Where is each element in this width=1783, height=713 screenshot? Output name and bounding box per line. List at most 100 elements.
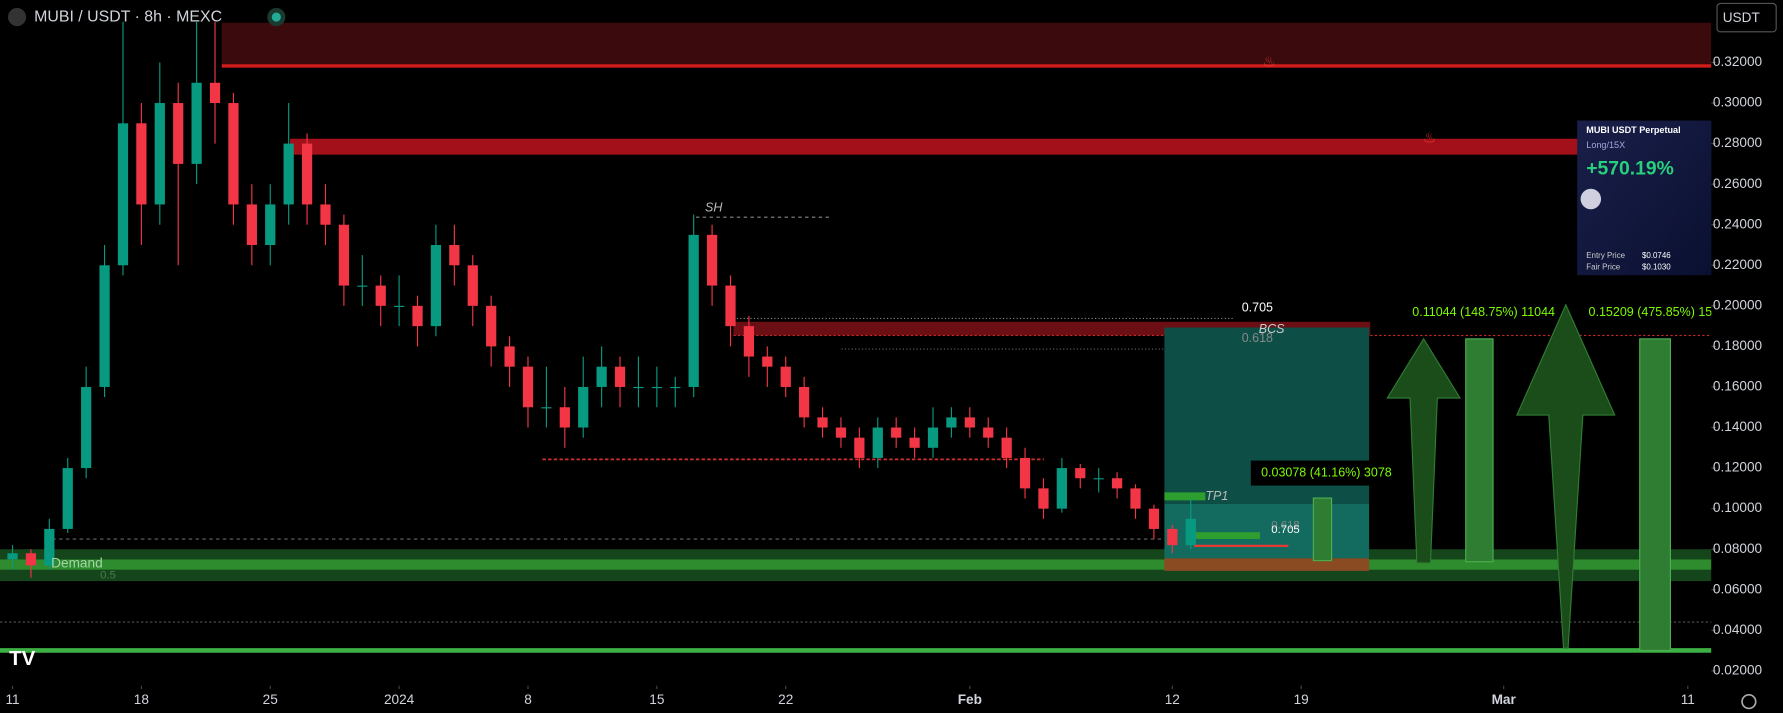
label: 0.15209 (475.85%) 152 [1589,305,1720,319]
x-tick-label: 15 [649,692,664,707]
y-tick-label: 0.16000 [1713,379,1763,394]
target-bar [1465,338,1494,563]
candle-body [799,386,810,418]
candle-body [301,143,313,205]
candle-body [891,427,902,438]
y-tick-label: 0.20000 [1713,297,1763,312]
symbol-title[interactable]: MUBI / USDT · 8h · MEXC [34,8,222,25]
x-tick-label: 11 [5,692,19,707]
x-tick-label: 18 [134,692,149,707]
candle-body [99,265,110,387]
card-title: MUBI USDT Perpetual [1586,125,1680,135]
candle-body [522,366,534,408]
label: BCS [1259,322,1285,336]
candle-body [1185,518,1196,546]
target-bar [1312,497,1333,562]
candle-body [209,82,221,104]
label: 0.11044 (148.75%) 11044 [1412,305,1555,319]
label: 0.705 [1271,524,1299,536]
tp-bar [1164,492,1206,501]
demand-core [0,559,1712,570]
candle-body [265,204,276,246]
candle-body [136,123,147,205]
candle-body [504,346,515,367]
position-stop [1164,558,1370,571]
candle-body [283,143,294,205]
candle-body [486,305,497,347]
candle-body [1001,437,1012,458]
candle-body [117,123,129,266]
candle-body [706,234,718,286]
candle-body [596,366,607,387]
icon: ♨ [1262,54,1275,70]
currency-button[interactable] [1716,2,1777,33]
pnl-card: MUBI USDT Perpetual Long/15X +570.19% En… [1577,120,1712,276]
y-tick-label: 0.22000 [1713,257,1763,272]
label: SH [705,200,723,214]
currency-label[interactable]: USDT [1723,10,1761,25]
candle-body [357,285,368,287]
candle-body [412,305,423,327]
candle-body [1038,488,1049,509]
annotations: SH BCS 0.705 0.618 TP1 0.618 0.705 0.030… [51,200,1719,581]
candle-body [449,245,460,266]
candle-body [688,234,699,387]
candle-body [1111,478,1123,489]
candle-body [909,437,920,448]
candle-body [25,553,37,566]
y-tick-label: 0.24000 [1713,216,1763,231]
candles [7,21,1196,578]
supply-zone [221,22,1712,65]
logo: TV [9,647,35,670]
x-tick-label: 19 [1294,692,1309,707]
candle-body [394,305,405,307]
candle-body [1093,478,1104,480]
card-value: $0.0746 [1642,251,1671,260]
y-tick-label: 0.04000 [1713,622,1763,637]
candle-body [1056,468,1067,509]
label: TP1 [1205,489,1228,503]
y-tick-label: 0.30000 [1713,95,1763,110]
candle-body [743,326,755,357]
settings[interactable] [1741,693,1757,710]
entry-bar [1191,532,1260,540]
candle-body [651,386,662,389]
y-tick-label: 0.32000 [1713,54,1763,69]
x-tick-label: Mar [1492,692,1517,707]
card-value: $0.1030 [1642,262,1671,271]
candle-body [81,386,92,469]
candle-body [7,553,18,560]
candle-body [835,427,847,438]
candle-body [578,386,589,428]
status-dot [271,12,281,22]
candle-body [541,407,552,409]
candle-body [246,204,257,246]
candle-body [375,285,386,306]
candle-body [191,82,202,164]
candle-body [927,427,939,448]
candle-body [854,437,865,458]
x-tick-label: 8 [524,692,532,707]
label-box [1250,460,1386,486]
y-tick-label: 0.08000 [1713,541,1763,556]
symbol-icon [7,7,27,27]
drawings: ♨ ♨ [0,22,1712,653]
axes: 0.32000 0.30000 0.28000 0.26000 0.24000 0.220… [5,54,1762,707]
supply-zone [289,138,1712,155]
card-button[interactable] [1580,188,1602,210]
label: 0.618 [1242,331,1273,345]
x-tick-label: 25 [263,692,278,707]
y-tick-label: 0.02000 [1713,663,1763,678]
label: 0.705 [1242,300,1273,314]
candle-body [780,366,791,387]
candle-body [670,386,681,389]
candle-body [1148,508,1160,529]
candle-body [983,427,994,438]
candle-body [62,468,73,529]
y-tick-label: 0.26000 [1713,176,1763,191]
card-label: Entry Price [1586,251,1625,260]
candle-body [173,103,184,164]
position-entry [1164,503,1370,559]
price-axis [1711,0,1783,713]
